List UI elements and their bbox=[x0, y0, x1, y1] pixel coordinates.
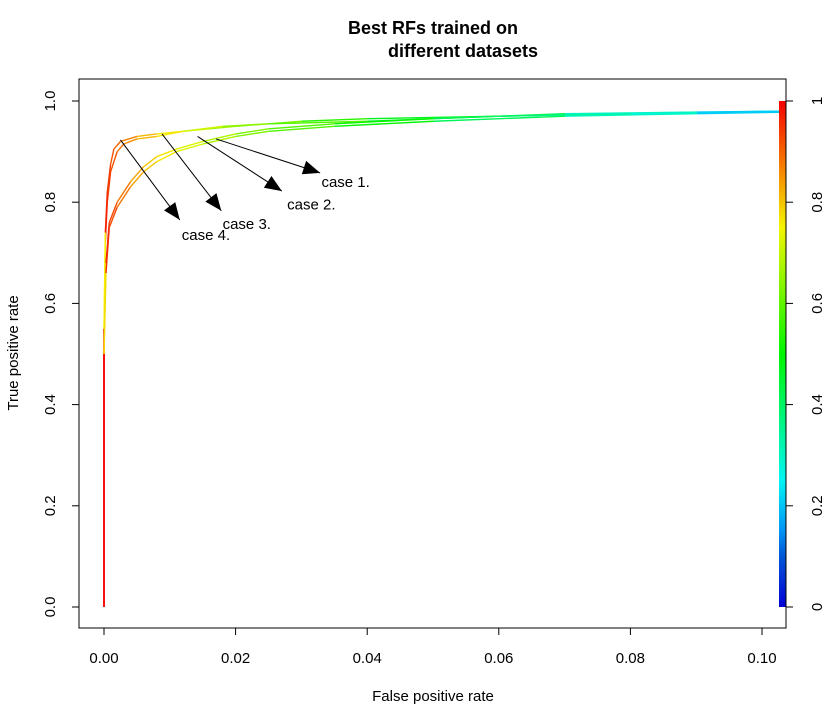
y-tick-label: 0.4 bbox=[42, 394, 59, 415]
y-axis-label: True positive rate bbox=[5, 295, 22, 410]
x-tick-label: 0.10 bbox=[747, 650, 776, 667]
roc-segment bbox=[268, 123, 335, 130]
roc-segment bbox=[176, 140, 204, 150]
annotation-arrowhead bbox=[301, 160, 321, 175]
annotations: case 1. case 2. case 3.case 4. bbox=[120, 133, 370, 244]
colorbar-tick-label: 0.2 bbox=[809, 495, 826, 516]
colorbar-tick-label: 0.4 bbox=[809, 394, 826, 415]
roc-curves bbox=[103, 110, 787, 607]
roc-segment bbox=[235, 130, 269, 138]
roc-segment bbox=[301, 118, 368, 122]
annotation-case-1: case 1. bbox=[215, 138, 370, 191]
annotation-arrow-line bbox=[215, 138, 321, 174]
colorbar-tick-label: 1 bbox=[809, 97, 826, 105]
roc-segment bbox=[108, 201, 118, 223]
y-tick-label: 0.8 bbox=[42, 192, 59, 213]
y-axis: 0.0 0.2 0.4 0.6 0.8 1.0 bbox=[42, 91, 80, 618]
roc-segment bbox=[108, 207, 118, 228]
roc-segment bbox=[129, 166, 145, 183]
roc-segment bbox=[116, 186, 131, 208]
roc-segment bbox=[104, 192, 108, 233]
roc-segment bbox=[697, 110, 787, 113]
y-tick-label: 0.2 bbox=[42, 495, 59, 516]
roc-segment bbox=[565, 111, 698, 115]
roc-segment bbox=[156, 148, 177, 158]
x-tick-label: 0.00 bbox=[89, 650, 118, 667]
roc-segment bbox=[156, 130, 184, 135]
chart-title-line-1: Best RFs trained on bbox=[348, 18, 518, 38]
annotation-case-3: case 3. bbox=[161, 133, 271, 233]
roc-segment bbox=[116, 143, 125, 153]
roc-curve-4 bbox=[103, 111, 787, 607]
roc-segment bbox=[202, 133, 236, 143]
roc-segment bbox=[143, 156, 158, 168]
roc-segment bbox=[182, 125, 223, 133]
roc-segment bbox=[209, 125, 236, 130]
annotation-label: case 1. bbox=[321, 174, 369, 191]
y-tick-label: 0.6 bbox=[42, 293, 59, 314]
annotation-case-2: case 2. bbox=[197, 136, 336, 214]
roc-curve-3 bbox=[103, 110, 787, 607]
colorbar-tick-label: 0.6 bbox=[809, 293, 826, 314]
roc-segment bbox=[109, 148, 115, 165]
roc-segment bbox=[268, 120, 368, 125]
roc-segment bbox=[433, 112, 566, 120]
roc-curve-1 bbox=[103, 110, 787, 607]
roc-segment bbox=[176, 143, 204, 153]
x-tick-label: 0.08 bbox=[616, 650, 645, 667]
annotation-case-4: case 4. bbox=[120, 139, 230, 244]
annotation-arrowhead bbox=[263, 175, 282, 192]
roc-segment bbox=[565, 112, 698, 117]
chart-title-line-2: different datasets bbox=[388, 41, 538, 61]
roc-segment bbox=[268, 125, 335, 133]
x-axis-label: False positive rate bbox=[372, 688, 494, 705]
plot-frame bbox=[78, 78, 787, 629]
roc-segment bbox=[143, 161, 158, 173]
roc-segment bbox=[116, 181, 131, 203]
roc-segment bbox=[136, 135, 157, 140]
roc-curve-2 bbox=[103, 110, 787, 607]
roc-segment bbox=[120, 135, 138, 143]
roc-segment bbox=[136, 133, 157, 138]
roc-segment bbox=[433, 115, 566, 122]
roc-segment bbox=[113, 141, 122, 150]
annotation-arrowhead bbox=[164, 202, 180, 220]
colorbar-tick-label: 0 bbox=[809, 603, 826, 611]
roc-segment bbox=[106, 164, 112, 193]
roc-segment bbox=[109, 151, 118, 173]
roc-segment bbox=[697, 111, 787, 115]
annotation-arrowhead bbox=[205, 193, 222, 211]
colorbar: 0 0.2 0.4 0.6 0.8 1 bbox=[779, 97, 826, 611]
roc-segment bbox=[103, 273, 107, 355]
colorbar-ramp bbox=[779, 101, 786, 607]
annotation-label: case 2. bbox=[287, 197, 335, 214]
roc-segment bbox=[334, 120, 434, 127]
roc-segment bbox=[334, 118, 434, 125]
x-tick-label: 0.02 bbox=[221, 650, 250, 667]
roc-segment bbox=[105, 227, 110, 274]
annotation-label: case 3. bbox=[223, 216, 271, 233]
x-axis: 0.00 0.02 0.04 0.06 0.08 0.10 bbox=[89, 627, 777, 667]
x-tick-label: 0.04 bbox=[353, 650, 382, 667]
roc-segment bbox=[106, 171, 112, 203]
y-tick-label: 1.0 bbox=[42, 91, 59, 112]
roc-segment bbox=[222, 123, 269, 127]
annotation-label: case 4. bbox=[182, 227, 230, 244]
colorbar-tick-label: 0.8 bbox=[809, 192, 826, 213]
roc-segment bbox=[156, 150, 177, 163]
roc-segment bbox=[123, 138, 138, 145]
roc-segment bbox=[129, 171, 145, 188]
roc-segment bbox=[235, 128, 269, 135]
y-tick-label: 0.0 bbox=[42, 597, 59, 618]
x-tick-label: 0.06 bbox=[484, 650, 513, 667]
